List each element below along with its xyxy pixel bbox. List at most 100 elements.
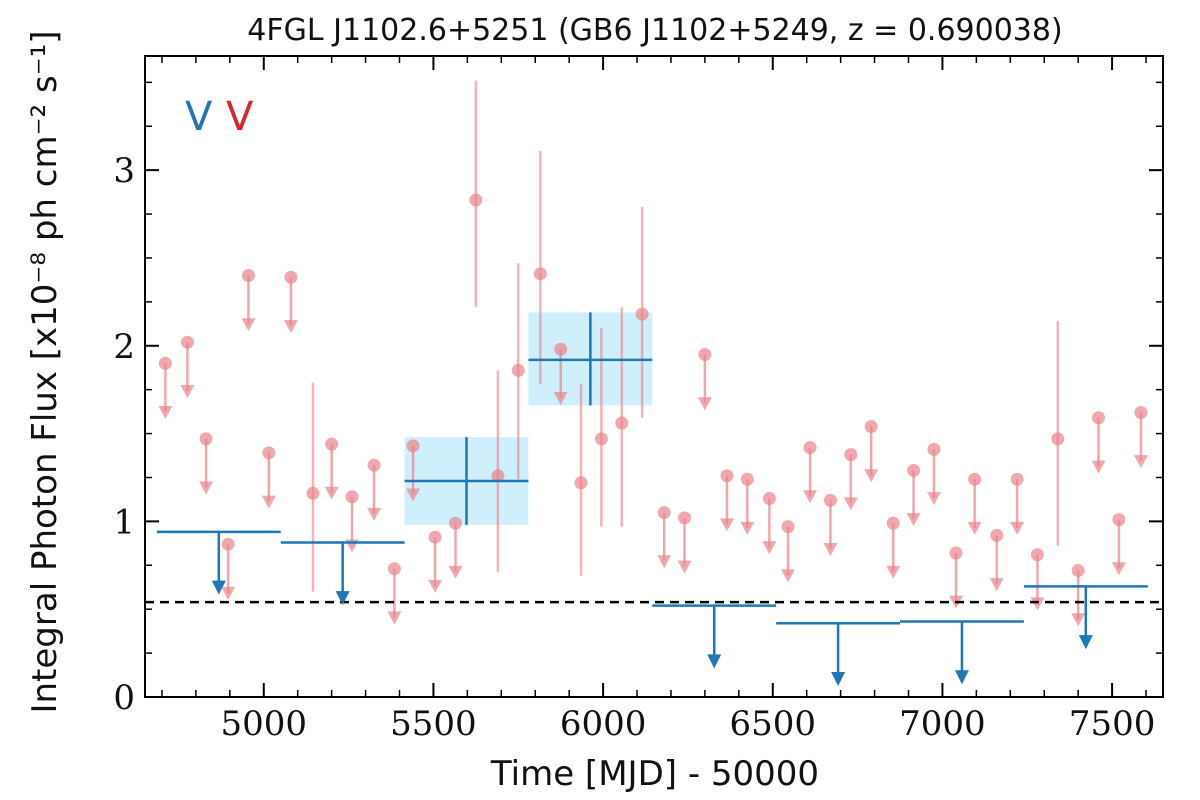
upper-limit-arrow [261, 495, 276, 509]
data-point [635, 307, 649, 321]
y-tick-label: 2 [113, 327, 135, 367]
data-point [762, 492, 776, 506]
data-point [886, 516, 900, 530]
data-point [180, 335, 194, 349]
upper-limit-arrow [1010, 521, 1025, 535]
plot-area [145, 80, 1163, 686]
upper-limit-arrow [199, 481, 214, 495]
data-point [949, 546, 963, 560]
data-point [781, 520, 795, 534]
data-point [907, 463, 921, 477]
upper-limit-arrow [781, 569, 796, 583]
data-point [554, 342, 568, 356]
data-point [533, 267, 547, 281]
upper-limit-arrow [906, 513, 921, 527]
data-point [511, 363, 525, 377]
data-point [284, 270, 298, 284]
data-point [387, 562, 401, 576]
y-tick-label: 3 [113, 151, 135, 191]
upper-limit-arrow [1111, 562, 1126, 576]
data-point [1010, 472, 1024, 486]
bin-upper-limit-arrow [831, 671, 846, 686]
x-tick-label: 5000 [221, 704, 308, 744]
y-tick-label: 0 [113, 678, 135, 718]
bin-upper-limit-arrow [335, 591, 350, 606]
upper-limit-arrow [697, 397, 712, 411]
data-point [968, 472, 982, 486]
upper-limit-arrow [553, 391, 568, 405]
upper-limit-arrow [367, 507, 382, 521]
data-point [1030, 548, 1044, 562]
upper-limit-arrow [387, 611, 402, 625]
x-axis-label: Time [MJD] - 50000 [490, 754, 819, 794]
bin-upper-limit-arrow [954, 670, 969, 685]
upper-limit-arrow [241, 318, 256, 332]
upper-limit-arrow [324, 486, 339, 500]
data-point [844, 448, 858, 462]
x-tick-label: 6500 [730, 704, 817, 744]
data-point [345, 490, 359, 504]
data-point [1071, 564, 1085, 578]
x-tick-label: 6000 [560, 704, 647, 744]
data-point [864, 420, 878, 434]
data-point [594, 432, 608, 446]
data-point [823, 493, 837, 507]
upper-limit-arrow [657, 555, 672, 569]
data-point [657, 506, 671, 520]
bin-upper-limit-arrow [211, 580, 226, 595]
x-tick-label: 5500 [390, 704, 477, 744]
bin-upper-limit-arrow [1078, 635, 1093, 650]
chart-title: 4FGL J1102.6+5251 (GB6 J1102+5249, z = 0… [247, 13, 1062, 48]
data-point [740, 472, 754, 486]
data-point [448, 516, 462, 530]
legend-entry-red: V [226, 94, 254, 140]
upper-limit-arrow [406, 488, 421, 502]
legend-entry-blue: V [185, 94, 213, 140]
upper-limit-arrow [762, 541, 777, 555]
data-point [1134, 406, 1148, 420]
upper-limit-arrow [926, 492, 941, 506]
data-point [698, 348, 712, 362]
upper-limit-arrow [864, 469, 879, 483]
data-point [1051, 432, 1065, 446]
data-point [990, 528, 1004, 542]
data-point [1092, 411, 1106, 425]
upper-limit-arrow [428, 579, 443, 593]
data-point [158, 356, 172, 370]
data-point [199, 432, 213, 446]
data-point [720, 469, 734, 483]
data-point [325, 437, 339, 451]
upper-limit-arrow [967, 521, 982, 535]
axes: 5000 5500 6000 6500 7000 7500 0 1 2 3 [113, 55, 1164, 744]
upper-limit-arrow [1133, 455, 1148, 469]
upper-limit-arrow [677, 560, 692, 574]
upper-limit-arrow [740, 521, 755, 535]
upper-limit-arrow [180, 384, 195, 398]
upper-limit-arrow [843, 497, 858, 511]
upper-limit-arrow [823, 542, 838, 556]
data-point [406, 439, 420, 453]
x-tick-label: 7500 [1069, 704, 1156, 744]
data-point [221, 537, 235, 551]
data-point [1112, 513, 1126, 527]
y-tick-label: 1 [113, 502, 135, 542]
data-point [803, 441, 817, 455]
upper-limit-arrow [221, 586, 236, 600]
upper-limit-arrow [719, 518, 734, 532]
data-point [262, 446, 276, 460]
upper-limit-arrow [448, 565, 463, 579]
upper-limit-arrow [1071, 613, 1086, 627]
data-point [927, 442, 941, 456]
data-point [306, 486, 320, 500]
data-point [574, 476, 588, 490]
upper-limit-arrow [803, 490, 818, 504]
upper-limit-arrow [1091, 460, 1106, 474]
upper-limit-arrow [158, 406, 173, 420]
data-point [367, 458, 381, 472]
data-point [678, 511, 692, 525]
y-axis-label: Integral Photon Flux [x10⁻⁸ ph cm⁻² s⁻¹] [25, 30, 65, 713]
data-point [491, 469, 505, 483]
data-point [428, 530, 442, 544]
upper-limit-arrow [989, 578, 1004, 592]
